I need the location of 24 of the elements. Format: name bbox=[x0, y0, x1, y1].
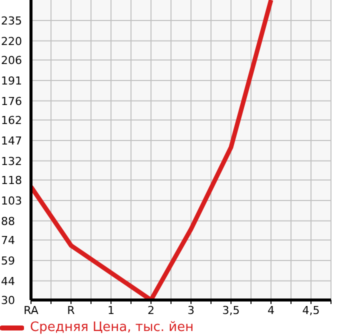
y-tick-label: 176 bbox=[1, 94, 22, 108]
y-tick-label: 118 bbox=[1, 174, 22, 187]
y-tick-label: 103 bbox=[1, 194, 22, 208]
x-tick-label: 2 bbox=[148, 304, 154, 317]
x-tick-label: 3,5 bbox=[222, 304, 240, 317]
y-tick-label: 132 bbox=[1, 154, 22, 168]
y-tick-label: 30 bbox=[1, 294, 15, 307]
y-tick-label: 88 bbox=[1, 214, 15, 228]
legend-label: Средняя Цена, тыс. йен bbox=[30, 320, 194, 335]
x-tick-label: 4 bbox=[268, 304, 274, 317]
y-tick-label: 147 bbox=[1, 134, 22, 148]
x-tick-label: 1 bbox=[108, 304, 114, 317]
y-tick-label: 74 bbox=[1, 234, 15, 247]
y-tick-label: 235 bbox=[1, 14, 22, 28]
x-tick-label: 3 bbox=[188, 304, 194, 317]
x-tick-label: R bbox=[67, 304, 76, 317]
x-tick-label: 4,5 bbox=[302, 304, 320, 317]
y-tick-label: 59 bbox=[1, 254, 15, 268]
y-tick-label: 206 bbox=[1, 54, 22, 67]
y-tick-label: 162 bbox=[1, 114, 22, 127]
y-tick-label: 220 bbox=[1, 34, 22, 48]
y-tick-label: 191 bbox=[1, 74, 22, 88]
x-tick-label: RA bbox=[24, 304, 39, 317]
y-tick-label: 44 bbox=[1, 274, 15, 288]
